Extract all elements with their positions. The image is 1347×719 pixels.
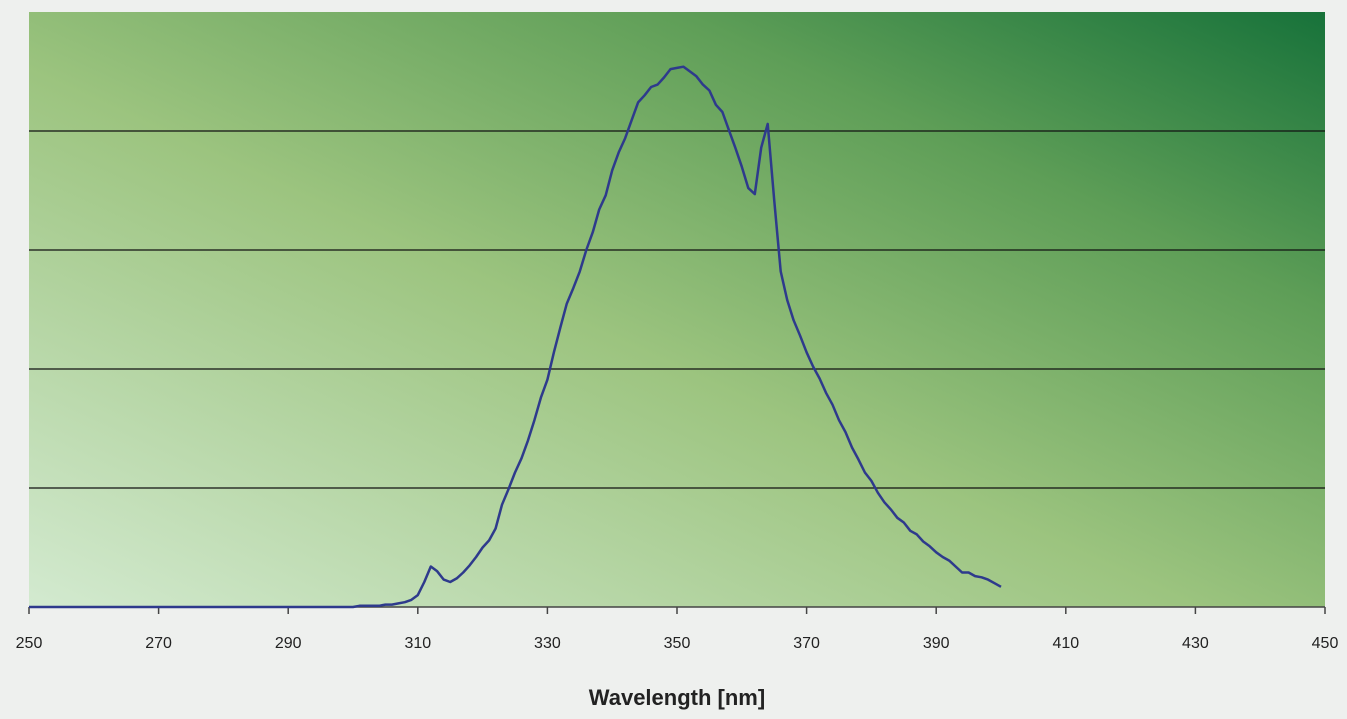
x-tick-label: 330: [534, 635, 561, 652]
data-line: [29, 65, 1002, 609]
x-tick-label: 310: [404, 635, 431, 652]
x-tick-label: 250: [16, 635, 43, 652]
x-tick-label: 350: [664, 635, 691, 652]
plot-area: [29, 12, 1325, 607]
x-tick-label: 370: [793, 635, 820, 652]
x-tick-label: 410: [1052, 635, 1079, 652]
x-tick-label: 290: [275, 635, 302, 652]
x-tick-label: 450: [1312, 635, 1339, 652]
x-axis-label: Wavelength [nm]: [589, 685, 765, 710]
x-tick-label: 270: [145, 635, 172, 652]
x-tick-label: 430: [1182, 635, 1209, 652]
x-tick-label: 390: [923, 635, 950, 652]
